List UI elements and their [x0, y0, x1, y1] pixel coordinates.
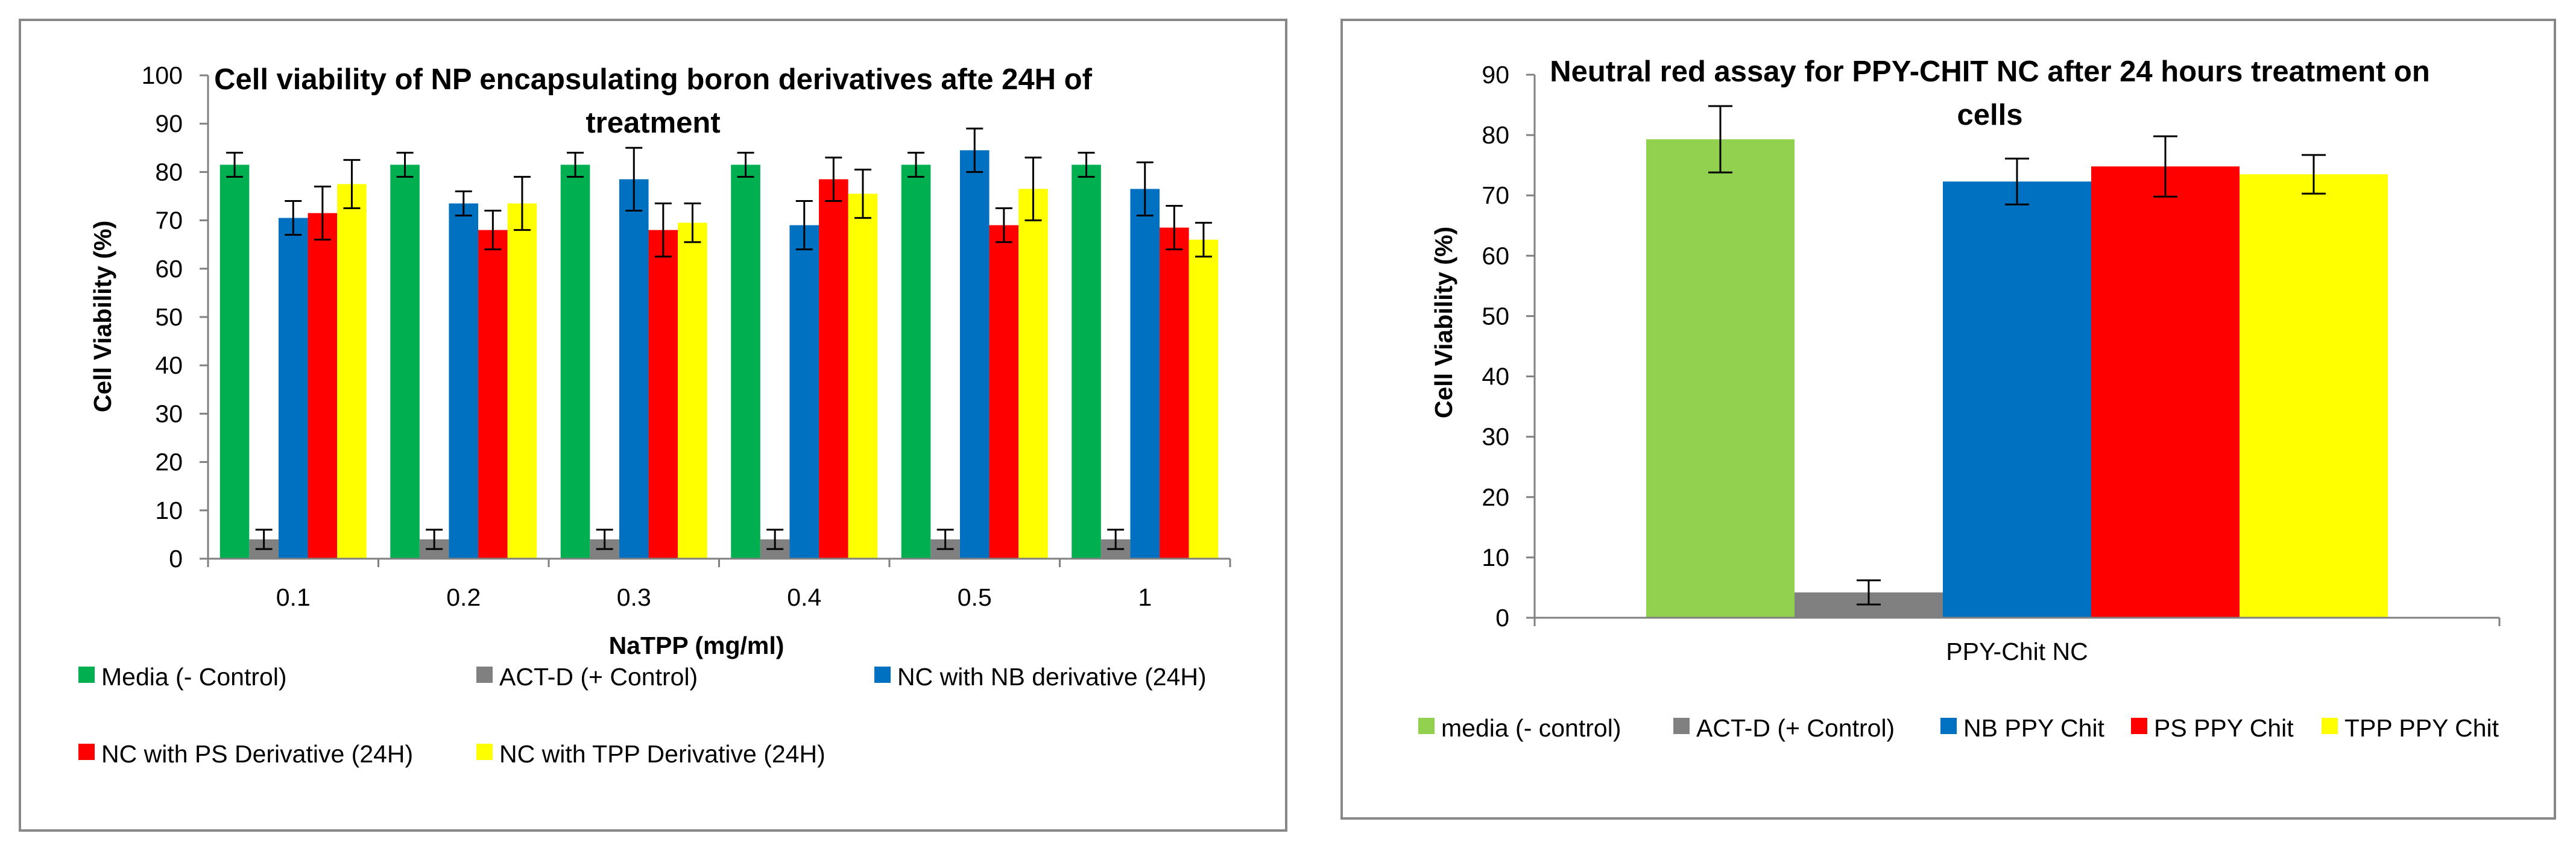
chart1-bar-nc-with-nb-derivative-24h-0-2: [449, 203, 479, 559]
chart1-x-tick-label: 0.2: [446, 583, 481, 611]
chart2-error-bars: [1708, 105, 2326, 606]
chart1-legend-label-nc-with-tpp-derivative-24h: NC with TPP Derivative (24H): [499, 740, 826, 768]
chart2-legend-swatch-nb-ppy-chit: [1940, 718, 1957, 734]
chart2-y-tick-label: 90: [1482, 61, 1509, 89]
chart1-y-tick-label: 10: [155, 497, 183, 524]
chart1-legend-swatch-nc-with-ps-derivative-24h: [78, 744, 95, 760]
chart2-x-tick-label: PPY-Chit NC: [1946, 638, 2088, 665]
chart2-legend-swatch-ps-ppy-chit: [2131, 718, 2147, 734]
chart1-bars: [219, 150, 1219, 559]
chart1-bar-nc-with-nb-derivative-24h-0-1: [278, 218, 308, 559]
chart1-bar-nc-with-tpp-derivative-24h-0-3: [678, 222, 707, 559]
chart1-bar-nc-with-ps-derivative-24h-0-4: [819, 179, 848, 559]
chart1-error-bars: [226, 127, 1212, 550]
chart1-y-tick-label: 0: [169, 545, 183, 573]
chart1-x-tick-label: 0.3: [617, 583, 651, 611]
chart2-legend-label-tpp-ppy-chit: TPP PPY Chit: [2344, 714, 2499, 742]
chart1-title-line1: Cell viability of NP encapsulating boron…: [214, 63, 1093, 96]
chart2-bar-tpp-ppy-chit-ppy-chit-nc: [2240, 174, 2388, 618]
chart2-legend-label-ps-ppy-chit: PS PPY Chit: [2154, 714, 2294, 742]
chart1-bar-nc-with-tpp-derivative-24h-0-5: [1018, 189, 1048, 559]
chart1-bar-nc-with-ps-derivative-24h-0-5: [989, 225, 1019, 559]
chart1-bar-nc-with-tpp-derivative-24h-0-4: [848, 193, 878, 559]
chart1-bar-media-control-0-3: [560, 165, 590, 559]
chart1-y-tick-label: 100: [142, 61, 183, 89]
chart1-y-tick-label: 70: [155, 207, 183, 234]
chart1-bar-nc-with-nb-derivative-24h-0-5: [959, 150, 990, 559]
chart2-y-tick-label: 80: [1482, 121, 1509, 149]
chart1-bar-nc-with-tpp-derivative-24h-0-1: [337, 184, 367, 559]
chart2-legend-label-act-d-control: ACT-D (+ Control): [1696, 714, 1895, 742]
chart1-x-ticks: 0.1 0.2 0.3 0.4 0.5 1: [207, 559, 1231, 611]
chart1-bar-nc-with-nb-derivative-24h-0-3: [619, 179, 649, 559]
chart2-title-line2: cells: [1957, 99, 2023, 131]
chart1-legend-label-media-control: Media (- Control): [101, 663, 287, 691]
chart2-legend-swatch-tpp-ppy-chit: [2322, 718, 2338, 734]
chart2-y-tick-label: 0: [1495, 604, 1509, 632]
chart1-legend-swatch-media-control: [78, 667, 95, 683]
chart2-y-tick-label: 30: [1482, 423, 1509, 451]
chart2-x-ticks: PPY-Chit NC: [1533, 618, 2501, 665]
chart2-legend-label-nb-ppy-chit: NB PPY Chit: [1963, 714, 2105, 742]
chart2-y-tick-label: 40: [1482, 363, 1509, 391]
chart2-legend: media (- control) ACT-D (+ Control) NB PPY…: [1418, 714, 2499, 742]
chart2-legend-swatch-act-d-control: [1673, 718, 1690, 734]
chart1-bar-nc-with-ps-derivative-24h-1: [1160, 227, 1189, 559]
chart1-legend-label-nc-with-nb-derivative-24h: NC with NB derivative (24H): [897, 663, 1207, 691]
chart1-legend-swatch-nc-with-tpp-derivative-24h: [476, 744, 493, 760]
chart2-bar-nb-ppy-chit-ppy-chit-nc: [1943, 181, 2091, 618]
chart1-y-tick-label: 60: [155, 255, 183, 283]
chart1-bar-media-control-1: [1072, 165, 1101, 559]
chart1-bar-media-control-0-5: [901, 165, 931, 559]
chart1-legend: Media (- Control) ACT-D (+ Control) NC wit…: [78, 663, 1207, 768]
chart2-y-tick-label: 60: [1482, 242, 1509, 269]
chart1-y-tick-label: 30: [155, 400, 183, 427]
chart1-bar-nc-with-ps-derivative-24h-0-2: [478, 230, 508, 559]
chart2-title-line1: Neutral red assay for PPY-CHIT NC after …: [1550, 55, 2430, 88]
chart1-y-tick-label: 80: [155, 158, 183, 186]
chart1-x-tick-label: 0.5: [958, 583, 992, 611]
chart2-legend-swatch-media-control: [1418, 718, 1435, 734]
chart2-y-axis-title: Cell Viability (%): [1430, 227, 1457, 418]
chart1-x-axis-title: NaTPP (mg/ml): [609, 632, 784, 659]
chart1-bar-media-control-0-4: [731, 165, 760, 559]
chart1-bar-nc-with-nb-derivative-24h-0-4: [789, 225, 819, 559]
chart2-y-tick-label: 50: [1482, 302, 1509, 330]
chart1-legend-label-nc-with-ps-derivative-24h: NC with PS Derivative (24H): [101, 740, 413, 768]
chart1-y-tick-label: 50: [155, 303, 183, 331]
chart1-legend-swatch-act-d-control: [476, 667, 493, 683]
chart2-bar-media-control-ppy-chit-nc: [1646, 139, 1795, 618]
chart1-legend-label-act-d-control: ACT-D (+ Control): [499, 663, 698, 691]
chart2-axes: [1533, 75, 2499, 619]
chart1-y-tick-label: 90: [155, 110, 183, 137]
chart1-bar-media-control-0-1: [219, 165, 250, 559]
chart1-bar-nc-with-tpp-derivative-24h-1: [1189, 239, 1219, 559]
chart1-bar-nc-with-ps-derivative-24h-0-1: [308, 213, 338, 559]
chart1-title-line2: treatment: [586, 107, 720, 139]
chart1-x-tick-label: 0.4: [787, 583, 821, 611]
chart2-legend-label-media-control: media (- control): [1441, 714, 1621, 742]
chart1-bar-nc-with-ps-derivative-24h-0-3: [648, 230, 678, 559]
chart1-bar-media-control-0-2: [390, 165, 420, 559]
chart1-y-tick-label: 20: [155, 448, 183, 476]
chart2-y-ticks: 0 10 20 30 40 50 60 70 80 90: [1482, 61, 1535, 632]
chart1-y-tick-label: 40: [155, 351, 183, 379]
chart1-x-tick-label: 1: [1138, 583, 1152, 611]
chart1-bar-nc-with-tpp-derivative-24h-0-2: [507, 203, 537, 559]
chart1-legend-swatch-nc-with-nb-derivative-24h: [874, 667, 891, 683]
chart1-y-axis-title: Cell Viability (%): [89, 221, 116, 412]
chart2-y-tick-label: 70: [1482, 181, 1509, 209]
chart1-y-ticks: 0 10 20 30 40 50 60 70 80 90 100: [142, 61, 208, 573]
chart2-y-tick-label: 10: [1482, 544, 1509, 571]
chart1-bar-nc-with-nb-derivative-24h-1: [1130, 189, 1160, 559]
chart2-y-tick-label: 20: [1482, 483, 1509, 511]
chart2-bars: [1646, 139, 2388, 618]
chart2-bar-ps-ppy-chit-ppy-chit-nc: [2091, 166, 2240, 618]
chart1-x-tick-label: 0.1: [276, 583, 311, 611]
